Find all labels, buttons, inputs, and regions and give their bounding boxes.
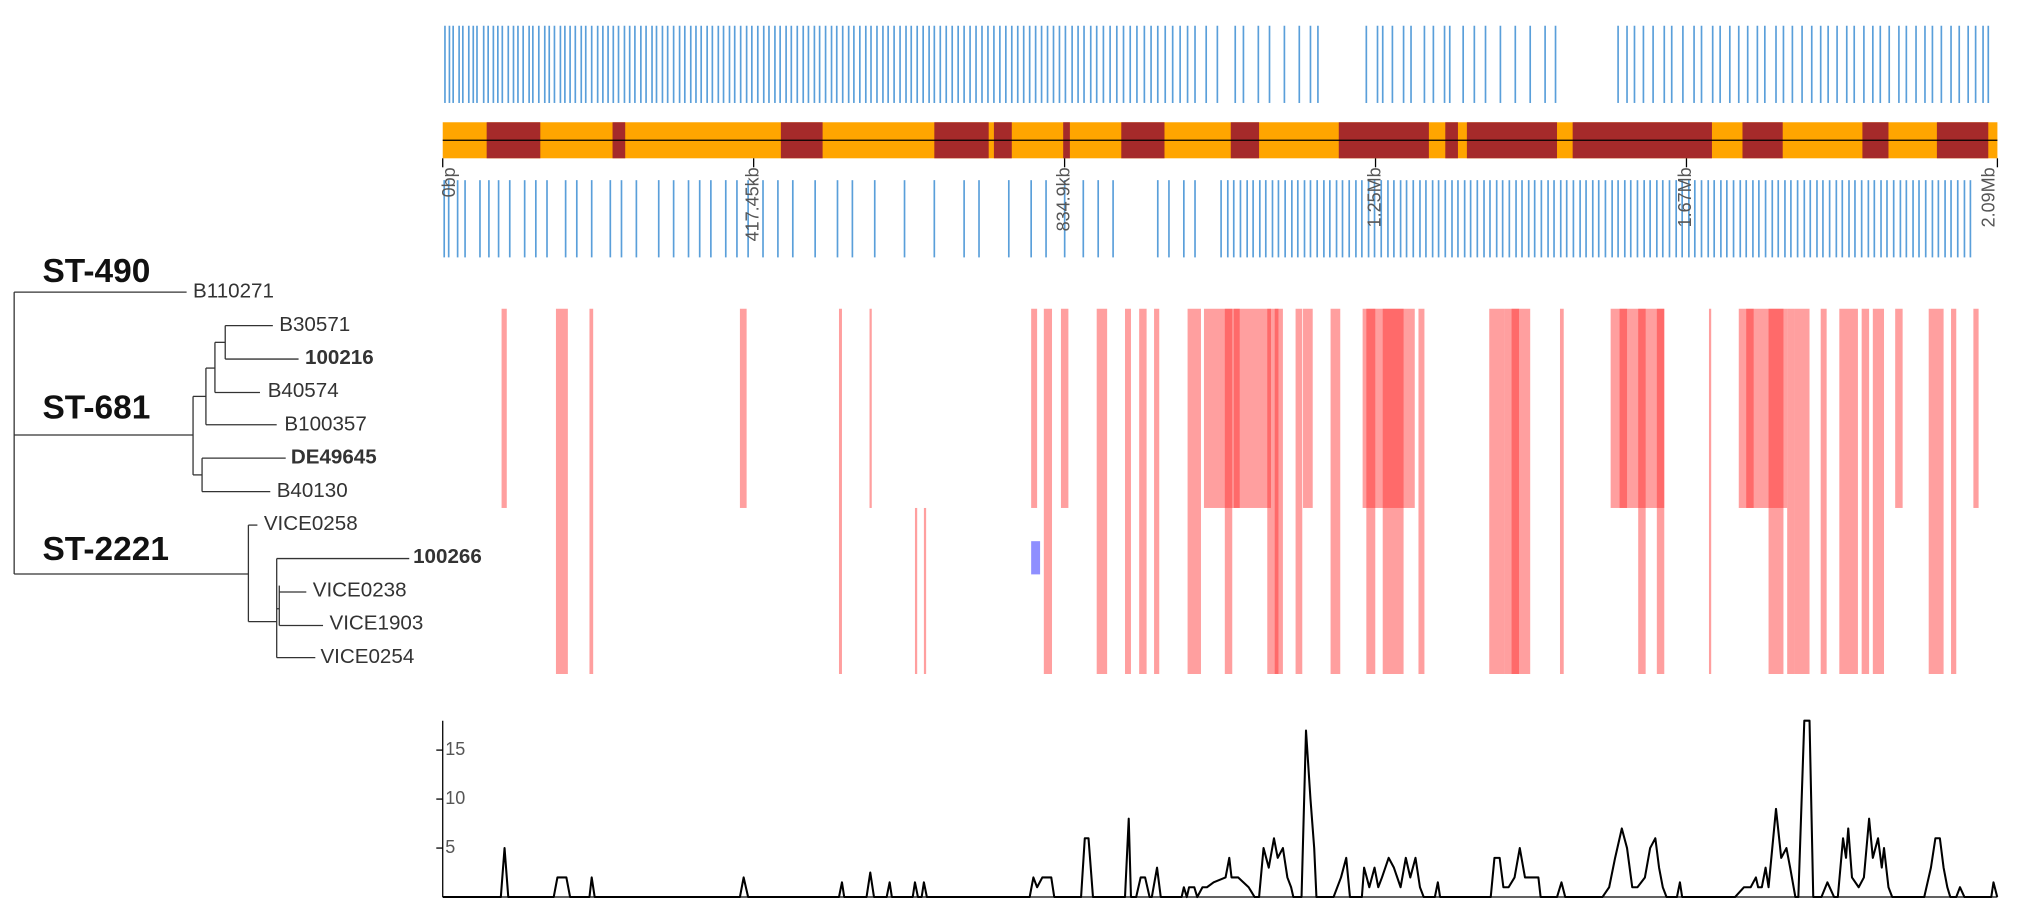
recombination-block bbox=[1895, 308, 1903, 508]
x-tick-label: 834.9kb bbox=[1053, 167, 1073, 231]
x-tick-label: 0bp bbox=[439, 167, 459, 197]
recombination-block bbox=[1233, 308, 1240, 508]
recombination-block bbox=[1330, 308, 1341, 674]
recombination-block bbox=[501, 308, 507, 508]
recombination-block bbox=[1746, 308, 1754, 508]
recombination-block bbox=[1366, 308, 1376, 674]
recombination-block bbox=[1708, 308, 1712, 674]
recombination-block bbox=[1274, 308, 1279, 674]
recombination-block bbox=[555, 308, 568, 674]
recombination-block bbox=[1096, 308, 1108, 674]
recombination-block bbox=[1951, 308, 1957, 674]
tip-label: VICE0258 bbox=[264, 512, 358, 535]
x-tick-label: 2.09Mb bbox=[1978, 167, 1998, 227]
recombination-block bbox=[1060, 308, 1069, 508]
recombination-block bbox=[1224, 308, 1233, 674]
recombination-block bbox=[739, 308, 747, 508]
recombination-block bbox=[1203, 308, 1271, 508]
tip-label: VICE0254 bbox=[320, 645, 414, 668]
recombination-block bbox=[1382, 308, 1404, 674]
tip-label: B100357 bbox=[284, 412, 366, 435]
recombination-block bbox=[1031, 308, 1038, 508]
recombination-block bbox=[1656, 308, 1665, 674]
recombination-block bbox=[1928, 308, 1944, 674]
recombination-block bbox=[1043, 308, 1053, 674]
tip-label: B40574 bbox=[268, 379, 339, 402]
y-tick-label: 15 bbox=[445, 739, 465, 759]
clade-label: ST-490 bbox=[42, 253, 150, 290]
recombination-block bbox=[1139, 308, 1147, 674]
recombination-block bbox=[1267, 308, 1283, 674]
line-series bbox=[442, 719, 1999, 899]
tip-label: VICE1903 bbox=[329, 612, 423, 635]
recombination-block bbox=[838, 308, 842, 674]
phylogenetic-tree bbox=[13, 291, 410, 659]
clade-label: ST-2221 bbox=[42, 531, 168, 568]
recombination-block bbox=[1973, 308, 1979, 508]
recombination-block bbox=[1872, 308, 1885, 674]
recombination-block bbox=[1031, 541, 1041, 575]
recombination-block bbox=[1738, 308, 1788, 508]
tip-label: VICE0238 bbox=[313, 578, 407, 601]
recombination-block bbox=[923, 507, 927, 674]
recombination-block bbox=[1820, 308, 1827, 674]
recombination-block bbox=[869, 308, 872, 508]
tip-label: B30571 bbox=[279, 313, 350, 336]
x-tick-label: 1.67Mb bbox=[1675, 167, 1695, 227]
recombination-block bbox=[1787, 308, 1795, 674]
tip-label: 100266 bbox=[413, 545, 482, 568]
recombination-block bbox=[1154, 308, 1160, 674]
x-tick-label: 417.45kb bbox=[742, 167, 762, 241]
y-tick-label: 10 bbox=[445, 788, 465, 808]
recombination-block bbox=[1559, 308, 1564, 674]
recombination-block bbox=[1418, 308, 1425, 674]
recombination-block bbox=[1768, 308, 1784, 674]
tip-label: DE49645 bbox=[291, 446, 377, 469]
recombination-block bbox=[1638, 308, 1646, 674]
recombination-block bbox=[1504, 308, 1531, 674]
recombination-block bbox=[1794, 308, 1810, 674]
recombination-block bbox=[1511, 308, 1520, 674]
recombination-block bbox=[589, 308, 594, 674]
recombination-block bbox=[1861, 308, 1870, 674]
tip-label: B40130 bbox=[277, 479, 348, 502]
tip-label: 100216 bbox=[305, 346, 374, 369]
recombination-block bbox=[1187, 308, 1201, 674]
recombination-block bbox=[1303, 308, 1313, 508]
recombination-block bbox=[1610, 308, 1665, 508]
recombination-block bbox=[1362, 308, 1415, 508]
recombination-block bbox=[914, 507, 918, 674]
tip-label: B110271 bbox=[193, 280, 274, 303]
recombination-block bbox=[1839, 308, 1858, 674]
recombination-block bbox=[1125, 308, 1131, 674]
x-tick-label: 1.25Mb bbox=[1364, 167, 1384, 227]
recombination-block bbox=[1619, 308, 1628, 508]
recombination-block bbox=[1489, 308, 1505, 674]
clade-label: ST-681 bbox=[42, 389, 150, 426]
y-tick-label: 5 bbox=[445, 837, 455, 857]
recombination-block bbox=[1295, 308, 1303, 674]
